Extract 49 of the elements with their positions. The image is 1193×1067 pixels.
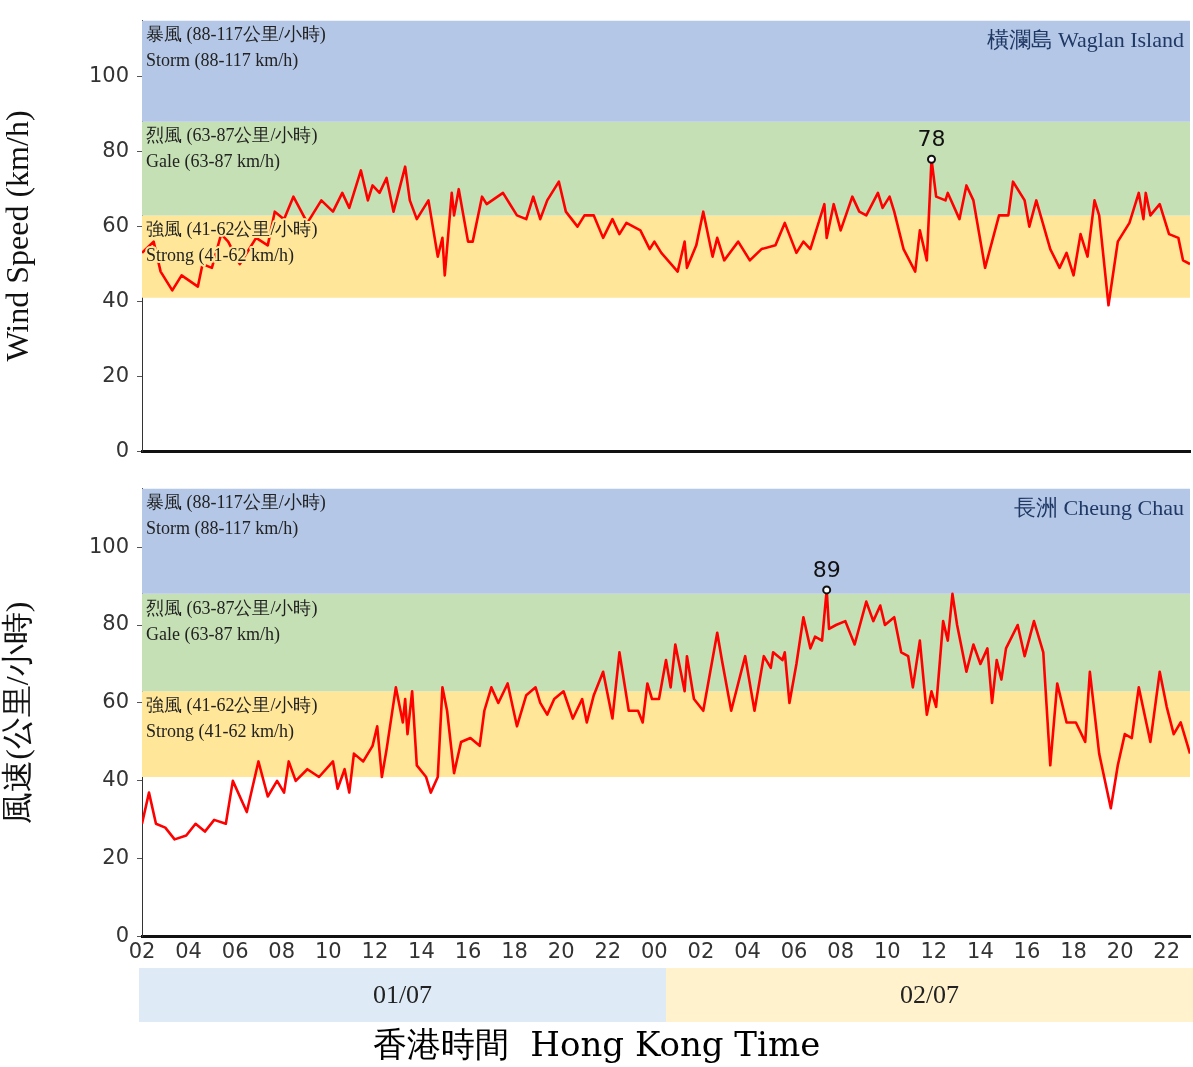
band-label: 暴風 (88-117公里/小時) Storm (88-117 km/h) <box>146 24 326 72</box>
y-tick-label: 0 <box>115 437 129 462</box>
y-tick-label: 80 <box>102 138 129 163</box>
x-tick-label: 20 <box>547 938 575 963</box>
x-tick-label: 04 <box>734 938 761 963</box>
text: 02/07 <box>666 968 1193 1022</box>
x-tick-label: 22 <box>1153 938 1181 963</box>
x-tick-label: 10 <box>873 938 901 963</box>
x-tick-label: 10 <box>314 938 342 963</box>
y-axis-title: Wind Speed (km/h) <box>0 110 35 362</box>
chart-title: 橫瀾島 Waglan Island <box>986 27 1184 53</box>
x-tick-label: 02 <box>128 938 156 963</box>
x-tick-label: 06 <box>780 938 808 963</box>
x-tick-label: 06 <box>221 938 249 963</box>
y-tick-label: 100 <box>88 63 129 88</box>
x-tick-label: 00 <box>640 938 668 963</box>
x-tick-label: 04 <box>175 938 202 963</box>
text: 01/07 <box>139 968 666 1022</box>
band-label: 暴風 (88-117公里/小時) Storm (88-117 km/h) <box>146 492 326 540</box>
chart-title: 長洲 Cheung Chau <box>1014 495 1184 521</box>
y-axis-title: 風速(公里/小時) <box>0 601 35 824</box>
x-tick-label: 02 <box>687 938 715 963</box>
x-axis-title: 香港時間 Hong Kong Time <box>371 1023 822 1066</box>
band-label: 強風 (41-62公里/小時) Strong (41-62 km/h) <box>146 695 318 742</box>
y-tick-label: 40 <box>102 767 129 792</box>
x-tick-label: 16 <box>1013 938 1041 963</box>
x-tick-label: 14 <box>408 938 435 963</box>
y-tick-label: 80 <box>102 611 129 636</box>
y-tick-label: 40 <box>102 288 129 313</box>
y-tick-label: 60 <box>102 213 129 238</box>
y-tick-label: 60 <box>102 689 129 714</box>
band-label: 烈風 (63-87公里/小時) Gale (63-87 km/h) <box>146 597 318 645</box>
x-tick-label: 22 <box>594 938 622 963</box>
x-tick-label: 16 <box>454 938 482 963</box>
x-tick-label: 08 <box>268 938 296 963</box>
x-tick-label: 14 <box>967 938 994 963</box>
y-tick-label: 0 <box>115 923 129 948</box>
x-tick-label: 12 <box>920 938 948 963</box>
x-tick-label: 08 <box>827 938 855 963</box>
annotation: 78 <box>917 125 946 151</box>
y-tick-label: 100 <box>88 533 129 558</box>
x-tick-label: 20 <box>1106 938 1134 963</box>
x-tick-label: 12 <box>361 938 389 963</box>
band-label: 烈風 (63-87公里/小時) Gale (63-87 km/h) <box>146 125 318 173</box>
annotation: 89 <box>812 556 841 582</box>
y-tick-label: 20 <box>102 362 129 387</box>
x-tick-label: 18 <box>501 938 528 963</box>
x-tick-label: 18 <box>1060 938 1087 963</box>
y-tick-label: 20 <box>102 845 129 870</box>
